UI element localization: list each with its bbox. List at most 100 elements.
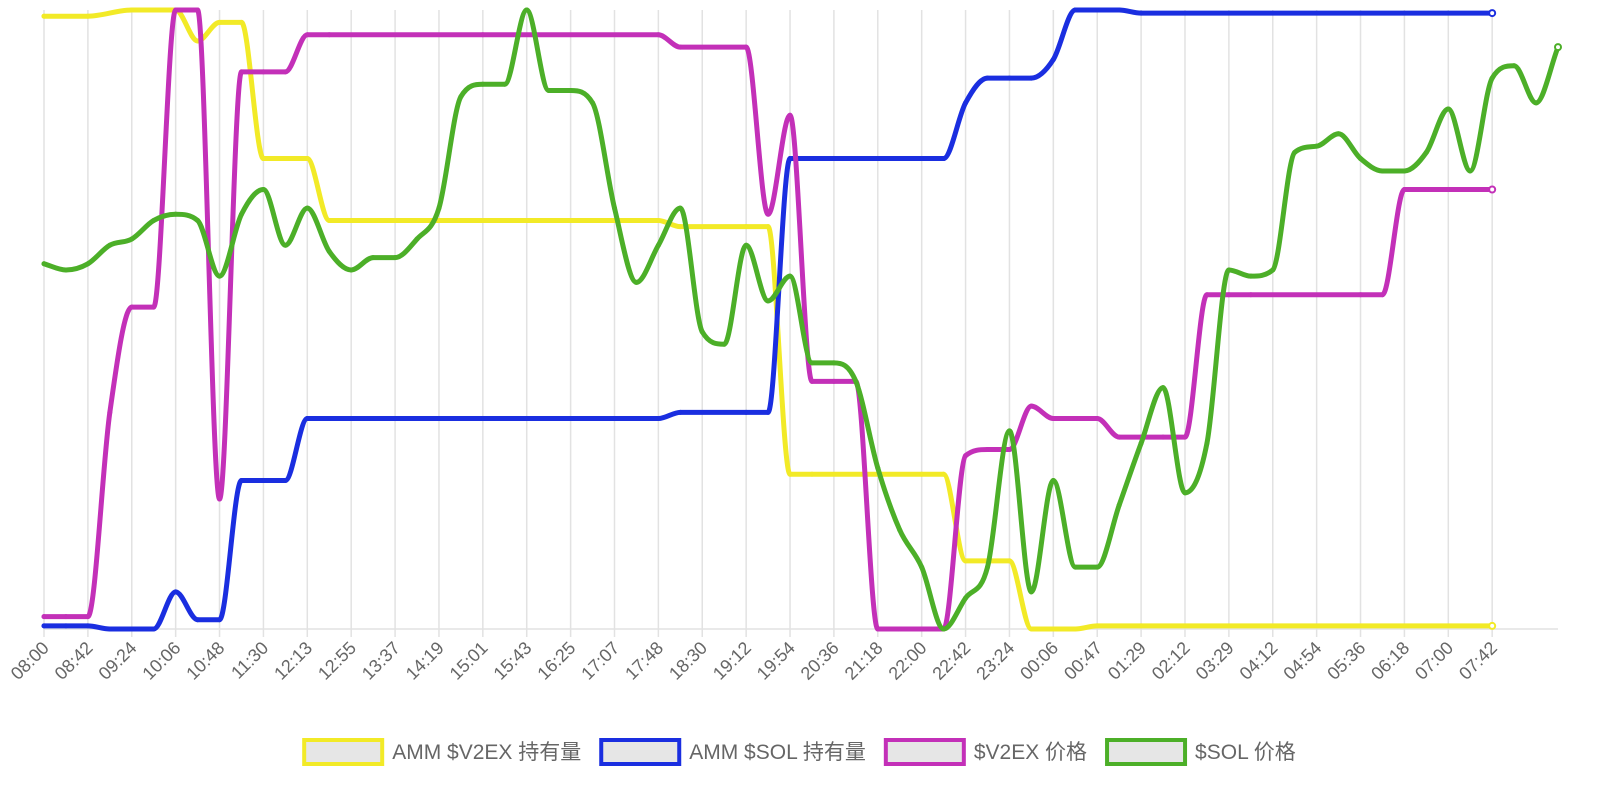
data-point <box>85 623 91 629</box>
x-tick-label: 22:42 <box>928 638 974 684</box>
data-point <box>655 217 661 223</box>
data-point <box>941 471 947 477</box>
data-point <box>1533 100 1539 106</box>
series-3 <box>41 7 1562 632</box>
data-point <box>1138 623 1144 629</box>
data-point <box>831 360 837 366</box>
data-point <box>260 156 266 162</box>
data-point <box>129 304 135 310</box>
series-line <box>41 7 1561 632</box>
data-point <box>765 298 771 304</box>
data-point <box>1314 143 1320 149</box>
x-tick-label: 05:36 <box>1323 638 1369 684</box>
data-point <box>787 156 793 162</box>
legend-swatch <box>1105 738 1188 766</box>
data-point <box>897 527 903 533</box>
data-point <box>1072 416 1078 422</box>
data-point <box>1511 63 1517 69</box>
data-point <box>238 211 244 217</box>
data-point <box>1050 416 1056 422</box>
data-point <box>853 378 859 384</box>
data-point <box>1248 292 1254 298</box>
data-point <box>1160 434 1166 440</box>
data-point <box>217 19 223 25</box>
data-point <box>655 32 661 38</box>
legend-item[interactable]: $SOL 价格 <box>1105 738 1296 766</box>
data-point <box>151 217 157 223</box>
data-point <box>304 205 310 211</box>
data-point <box>217 273 223 279</box>
x-tick-label: 00:06 <box>1016 638 1062 684</box>
legend-item[interactable]: $V2EX 价格 <box>883 738 1087 766</box>
legend-item[interactable]: AMM $SOL 持有量 <box>599 738 866 766</box>
legend-swatch <box>599 738 682 766</box>
x-tick-label: 02:12 <box>1148 638 1194 684</box>
x-tick-label: 15:43 <box>490 638 536 684</box>
data-point <box>1423 187 1429 193</box>
data-point <box>1270 267 1276 273</box>
x-tick-label: 12:13 <box>270 638 316 684</box>
legend-label: $V2EX 价格 <box>974 741 1087 764</box>
data-point <box>304 156 310 162</box>
chart-legend[interactable]: AMM $V2EX 持有量 AMM $SOL 持有量 $V2EX 价格 $SOL 价格 <box>302 738 1296 766</box>
data-point <box>743 242 749 248</box>
data-point <box>1006 75 1012 81</box>
x-tick-label: 11:30 <box>227 638 272 683</box>
data-point <box>217 496 223 502</box>
data-point <box>1094 416 1100 422</box>
data-point <box>282 242 288 248</box>
x-tick-label: 01:29 <box>1104 638 1150 684</box>
data-point <box>1445 106 1451 112</box>
data-point <box>260 477 266 483</box>
data-point <box>348 217 354 223</box>
x-tick-label: 12:55 <box>314 638 360 684</box>
x-tick-label: 07:42 <box>1455 638 1501 684</box>
data-point <box>787 471 793 477</box>
x-tick-label: 19:54 <box>753 638 799 684</box>
data-point <box>392 255 398 261</box>
data-point <box>985 446 991 452</box>
data-point <box>260 69 266 75</box>
data-point <box>41 623 47 629</box>
x-tick-label: 21:18 <box>841 638 887 684</box>
data-point <box>677 409 683 415</box>
data-point <box>41 614 47 620</box>
data-point <box>919 564 925 570</box>
data-point <box>1488 185 1497 194</box>
data-point <box>1248 273 1254 279</box>
data-point <box>326 248 332 254</box>
data-point <box>941 626 947 632</box>
data-point <box>1554 43 1562 52</box>
data-point <box>282 69 288 75</box>
legend-item[interactable]: AMM $V2EX 持有量 <box>302 738 581 766</box>
data-point <box>304 416 310 422</box>
data-point <box>919 471 925 477</box>
data-point <box>238 477 244 483</box>
legend-label: AMM $SOL 持有量 <box>689 741 866 764</box>
data-point <box>919 156 925 162</box>
data-point <box>1401 168 1407 174</box>
data-point <box>1379 168 1385 174</box>
data-point <box>1094 623 1100 629</box>
data-point <box>919 626 925 632</box>
data-point <box>743 409 749 415</box>
x-tick-label: 22:00 <box>885 638 931 684</box>
data-point <box>85 614 91 620</box>
data-point <box>809 378 815 384</box>
data-point <box>963 595 969 601</box>
data-point <box>1006 446 1012 452</box>
data-point <box>677 205 683 211</box>
data-point <box>721 341 727 347</box>
data-point <box>1138 440 1144 446</box>
data-point <box>875 626 881 632</box>
x-tick-label: 06:18 <box>1367 638 1413 684</box>
data-point <box>611 205 617 211</box>
data-point <box>63 623 69 629</box>
data-point <box>897 626 903 632</box>
chart-grid <box>43 10 1558 637</box>
data-point <box>787 273 793 279</box>
data-point <box>1094 564 1100 570</box>
data-point <box>370 255 376 261</box>
data-point <box>1116 7 1122 13</box>
